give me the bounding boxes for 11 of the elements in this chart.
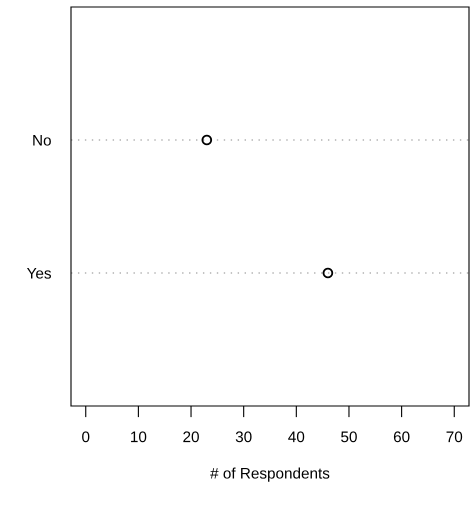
- x-tick-label: 70: [446, 431, 462, 442]
- x-tick-label: 60: [394, 431, 410, 442]
- x-tick-label: 40: [288, 431, 304, 442]
- y-tick-label: No: [33, 135, 51, 146]
- x-tick-label: 0: [82, 431, 90, 442]
- x-tick-label: 30: [236, 431, 252, 442]
- x-tick-label: 50: [341, 431, 357, 442]
- y-tick-label: Yes: [26, 268, 52, 279]
- x-axis-title: # of Respondents: [210, 467, 330, 482]
- x-tick-label: 20: [183, 431, 199, 442]
- x-tick-label: 10: [131, 431, 146, 442]
